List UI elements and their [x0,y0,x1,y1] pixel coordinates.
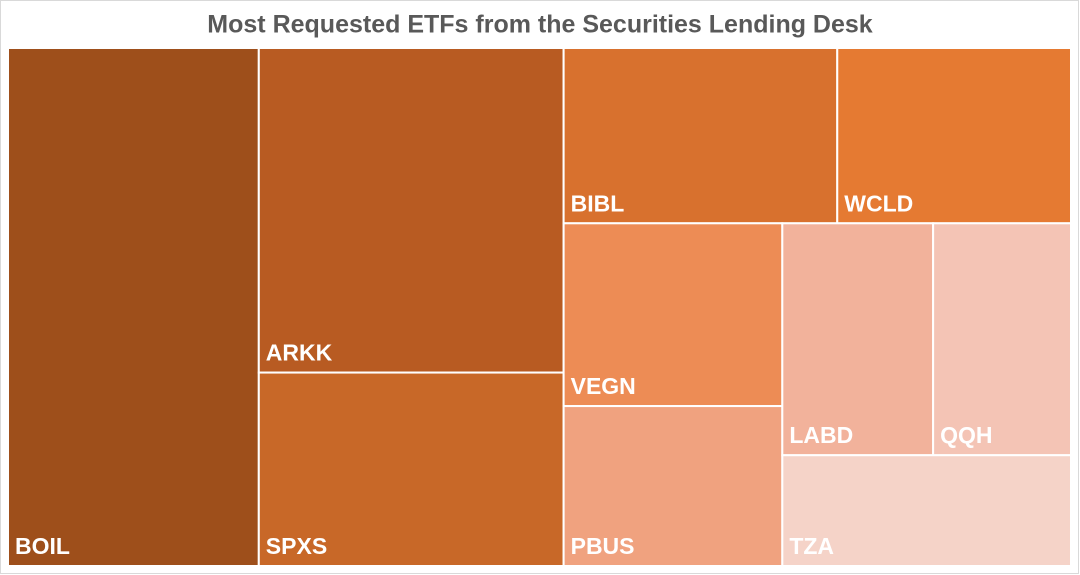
tile [932,222,1072,457]
tile-label: ARKK [266,340,333,366]
tile-label: BOIL [15,533,70,559]
tile-label: PBUS [571,533,635,559]
tile [562,222,784,408]
tile-label: TZA [789,533,834,559]
tile [781,454,1072,568]
tile [562,47,839,225]
tile-label: WCLD [844,190,913,216]
tile [257,47,565,374]
tile-label: VEGN [571,373,636,399]
tile [7,47,260,567]
tile-label: LABD [789,422,853,448]
tile-label: SPXS [266,533,327,559]
chart-title: Most Requested ETFs from the Securities … [207,11,873,39]
tile [257,371,565,567]
tile [781,222,935,457]
tile [562,405,784,568]
tile-label: BIBL [571,190,625,216]
tile-label: QQH [940,422,992,448]
tile [836,47,1072,225]
